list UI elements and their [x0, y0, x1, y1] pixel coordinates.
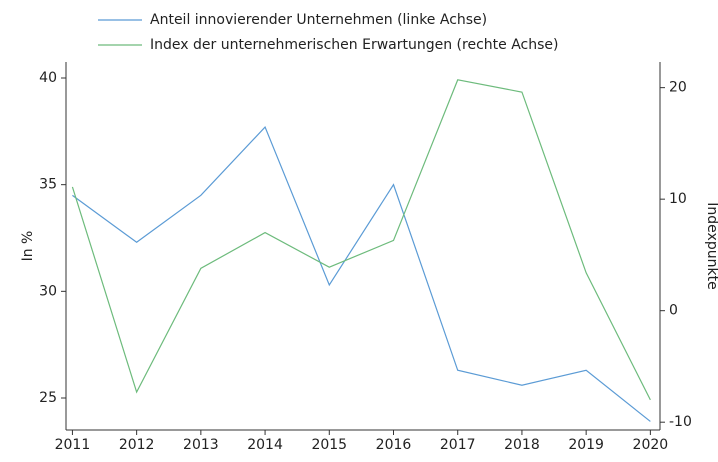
series-line — [72, 125, 651, 422]
x-tick-label: 2016 — [376, 437, 412, 453]
y2-tick-label: 20 — [669, 80, 687, 96]
x-tick-label: 2019 — [568, 437, 604, 453]
y-tick-label: 40 — [39, 70, 57, 86]
x-tick-label: 2015 — [311, 437, 347, 453]
x-tick-label: 2012 — [119, 437, 155, 453]
legend-label: Index der unternehmerischen Erwartungen … — [150, 37, 558, 53]
y-tick-label: 30 — [39, 283, 57, 299]
y2-axis-label: Indexpunkte — [704, 202, 718, 289]
x-tick-label: 2011 — [55, 437, 91, 453]
y-tick-label: 35 — [39, 177, 57, 193]
y2-tick-label: 10 — [669, 191, 687, 207]
x-tick-label: 2014 — [247, 437, 283, 453]
series-line — [71, 79, 651, 401]
y-axis-label: In % — [20, 231, 36, 262]
x-tick-label: 2020 — [633, 437, 669, 453]
legend-label: Anteil innovierender Unternehmen (linke … — [150, 12, 487, 28]
x-tick-label: 2013 — [183, 437, 219, 453]
x-tick-label: 2017 — [440, 437, 476, 453]
x-tick-label: 2018 — [504, 437, 540, 453]
y2-tick-label: 0 — [669, 303, 678, 319]
y2-tick-label: -10 — [669, 414, 692, 430]
y-tick-label: 25 — [39, 390, 57, 406]
